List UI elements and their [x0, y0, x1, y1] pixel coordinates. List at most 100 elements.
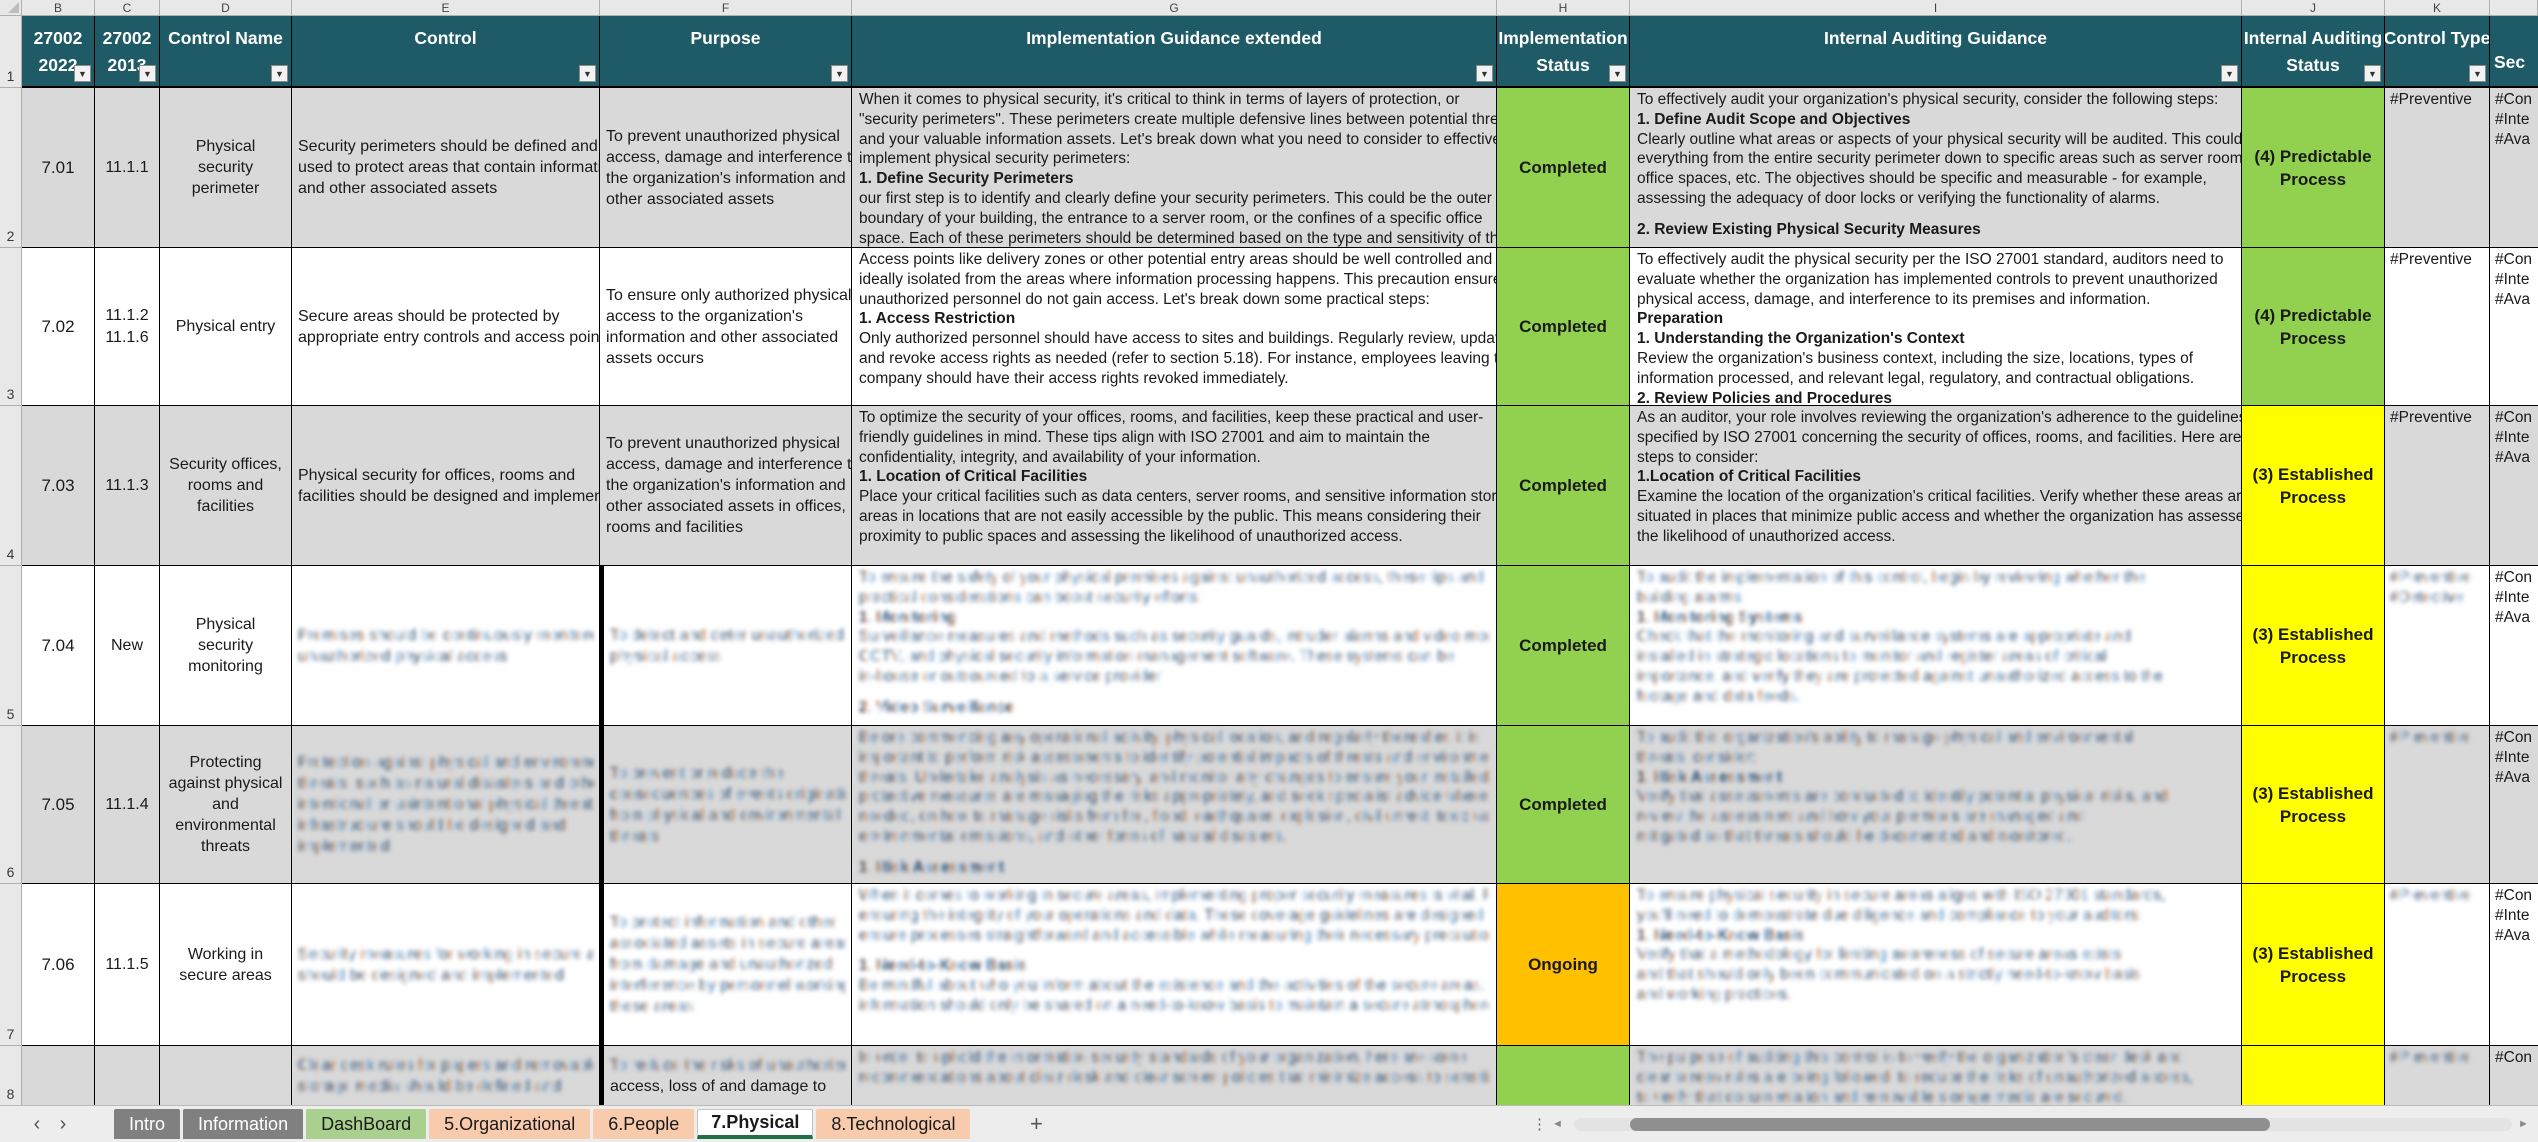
row-number-8[interactable]: 8	[0, 1046, 22, 1106]
tab-scroll-left-icon[interactable]: ‹	[33, 1112, 41, 1135]
header-security-partial[interactable]: Sec	[2490, 16, 2538, 88]
cell-iso2022-6[interactable]: 7.05	[22, 726, 95, 884]
cell-control-type-5[interactable]: #Preventive #Detective	[2385, 566, 2490, 726]
header-purpose[interactable]: Purpose ▼	[600, 16, 852, 88]
column-letter-j[interactable]: J	[2242, 0, 2385, 16]
row-number-5[interactable]: 5	[0, 566, 22, 726]
cell-control-name-4[interactable]: Security offices, rooms and facilities	[160, 406, 292, 566]
cell-impl-status-2[interactable]: Completed	[1497, 88, 1630, 248]
cell-control-type-3[interactable]: #Preventive	[2385, 248, 2490, 406]
cell-impl-status-6[interactable]: Completed	[1497, 726, 1630, 884]
row-number-1[interactable]: 1	[0, 16, 22, 88]
cell-audit-guidance-6[interactable]: To audit this organization's ability to …	[1630, 726, 2242, 884]
cell-audit-guidance-7[interactable]: To ensure physical security in secure ar…	[1630, 884, 2242, 1046]
filter-dropdown-icon[interactable]: ▼	[271, 65, 288, 82]
cell-control-type-6[interactable]: #Preventive	[2385, 726, 2490, 884]
cell-audit-guidance-5[interactable]: To audit the implementation of this cont…	[1630, 566, 2242, 726]
cell-impl-guidance-5[interactable]: To ensure the safety of your physical pr…	[852, 566, 1497, 726]
cell-purpose-2[interactable]: To prevent unauthorized physical access, …	[600, 88, 852, 248]
cell-audit-guidance-2[interactable]: To effectively audit your organization's…	[1630, 88, 2242, 248]
filter-dropdown-icon[interactable]: ▼	[2469, 65, 2486, 82]
column-letter-i[interactable]: I	[1630, 0, 2242, 16]
scrollbar-thumb[interactable]	[1630, 1117, 2270, 1131]
cell-iso2022-3[interactable]: 7.02	[22, 248, 95, 406]
cell-control-8[interactable]: Clear desk rules for papers and removabl…	[292, 1046, 600, 1106]
cell-control-2[interactable]: Security perimeters should be defined an…	[292, 88, 600, 248]
cell-impl-guidance-8[interactable]: In order to uphold the information secur…	[852, 1046, 1497, 1106]
cell-iso2022-2[interactable]: 7.01	[22, 88, 95, 248]
cell-control-type-8[interactable]: #Preventive	[2385, 1046, 2490, 1106]
header-control[interactable]: Control ▼	[292, 16, 600, 88]
sheet-tab-information[interactable]: Information	[183, 1109, 304, 1139]
tab-scroll-right-icon[interactable]: ›	[59, 1112, 67, 1135]
cell-purpose-3[interactable]: To ensure only authorized physical access…	[600, 248, 852, 406]
cell-audit-guidance-3[interactable]: To effectively audit the physical securi…	[1630, 248, 2242, 406]
cell-iso2022-5[interactable]: 7.04	[22, 566, 95, 726]
column-letter-d[interactable]: D	[160, 0, 292, 16]
cell-iso2013-7[interactable]: 11.1.5	[95, 884, 160, 1046]
cell-purpose-4[interactable]: To prevent unauthorized physical access, …	[600, 406, 852, 566]
cell-control-7[interactable]: Security measures for working in secure …	[292, 884, 600, 1046]
cell-audit-guidance-4[interactable]: As an auditor, your role involves review…	[1630, 406, 2242, 566]
cell-audit-status-8[interactable]	[2242, 1046, 2385, 1106]
cell-purpose-6[interactable]: To prevent or reduce the consequences of …	[600, 726, 852, 884]
column-letter-h[interactable]: H	[1497, 0, 1630, 16]
filter-dropdown-icon[interactable]: ▼	[831, 65, 848, 82]
cell-properties-6[interactable]: #Con #Inte #Ava	[2490, 726, 2538, 884]
cell-control-name-3[interactable]: Physical entry	[160, 248, 292, 406]
cell-purpose-7[interactable]: To protect information and other associat…	[600, 884, 852, 1046]
cell-properties-8[interactable]: #Con	[2490, 1046, 2538, 1106]
cell-control-6[interactable]: Protection against physical and environm…	[292, 726, 600, 884]
column-letter-g[interactable]: G	[852, 0, 1497, 16]
column-letter-e[interactable]: E	[292, 0, 600, 16]
row-number-4[interactable]: 4	[0, 406, 22, 566]
column-letter-k[interactable]: K	[2385, 0, 2490, 16]
splitter-handle-icon[interactable]: ⋮	[1532, 1116, 1547, 1133]
cell-iso2022-8[interactable]	[22, 1046, 95, 1106]
cell-purpose-8[interactable]: To reduce the risks of unauthorized acces…	[600, 1046, 852, 1106]
cell-control-type-7[interactable]: #Preventive	[2385, 884, 2490, 1046]
cell-audit-status-2[interactable]: (4) Predictable Process	[2242, 88, 2385, 248]
cell-impl-status-3[interactable]: Completed	[1497, 248, 1630, 406]
cell-impl-status-4[interactable]: Completed	[1497, 406, 1630, 566]
cell-impl-guidance-7[interactable]: When it comes to working in secure areas…	[852, 884, 1497, 1046]
select-all-corner[interactable]	[0, 0, 22, 16]
cell-purpose-5[interactable]: To detect and deter unauthorized physical…	[600, 566, 852, 726]
cell-control-name-6[interactable]: Protecting against physical and environm…	[160, 726, 292, 884]
cell-properties-2[interactable]: #Con #Inte #Ava	[2490, 88, 2538, 248]
cell-impl-status-8[interactable]	[1497, 1046, 1630, 1106]
cell-audit-guidance-8[interactable]: The purpose of auditing this control is …	[1630, 1046, 2242, 1106]
row-number-6[interactable]: 6	[0, 726, 22, 884]
cell-control-type-2[interactable]: #Preventive	[2385, 88, 2490, 248]
row-number-3[interactable]: 3	[0, 248, 22, 406]
cell-iso2013-2[interactable]: 11.1.1	[95, 88, 160, 248]
sheet-tab-8-technological[interactable]: 8.Technological	[816, 1109, 971, 1139]
header-control-name[interactable]: Control Name ▼	[160, 16, 292, 88]
filter-dropdown-icon[interactable]: ▼	[1609, 65, 1626, 82]
cell-properties-5[interactable]: #Con #Inte #Ava	[2490, 566, 2538, 726]
horizontal-scrollbar[interactable]	[1574, 1117, 2512, 1131]
scrollbar-left-arrow-icon[interactable]: ◄	[1552, 1118, 1563, 1130]
cell-impl-guidance-4[interactable]: To optimize the security of your offices…	[852, 406, 1497, 566]
row-number-2[interactable]: 2	[0, 88, 22, 248]
cell-iso2013-3[interactable]: 11.1.2 11.1.6	[95, 248, 160, 406]
cell-iso2022-4[interactable]: 7.03	[22, 406, 95, 566]
sheet-tab-dashboard[interactable]: DashBoard	[306, 1109, 427, 1139]
cell-impl-status-7[interactable]: Ongoing	[1497, 884, 1630, 1046]
cell-control-name-7[interactable]: Working in secure areas	[160, 884, 292, 1046]
column-letter-b[interactable]: B	[22, 0, 95, 16]
add-sheet-button[interactable]: +	[1030, 1111, 1043, 1136]
cell-impl-guidance-3[interactable]: Access points like delivery zones or oth…	[852, 248, 1497, 406]
cell-impl-guidance-6[interactable]: Before commencing any operational activi…	[852, 726, 1497, 884]
header-implementation-status[interactable]: Implementation Status ▼	[1497, 16, 1630, 88]
cell-audit-status-6[interactable]: (3) Established Process	[2242, 726, 2385, 884]
header-internal-auditing-guidance[interactable]: Internal Auditing Guidance ▼	[1630, 16, 2242, 88]
sheet-tab-5-organizational[interactable]: 5.Organizational	[429, 1109, 591, 1139]
cell-properties-3[interactable]: #Con #Inte #Ava	[2490, 248, 2538, 406]
cell-impl-status-5[interactable]: Completed	[1497, 566, 1630, 726]
cell-impl-guidance-2[interactable]: When it comes to physical security, it's…	[852, 88, 1497, 248]
cell-iso2013-5[interactable]: New	[95, 566, 160, 726]
cell-control-3[interactable]: Secure areas should be protected by appro…	[292, 248, 600, 406]
row-number-7[interactable]: 7	[0, 884, 22, 1046]
column-letter-f[interactable]: F	[600, 0, 852, 16]
